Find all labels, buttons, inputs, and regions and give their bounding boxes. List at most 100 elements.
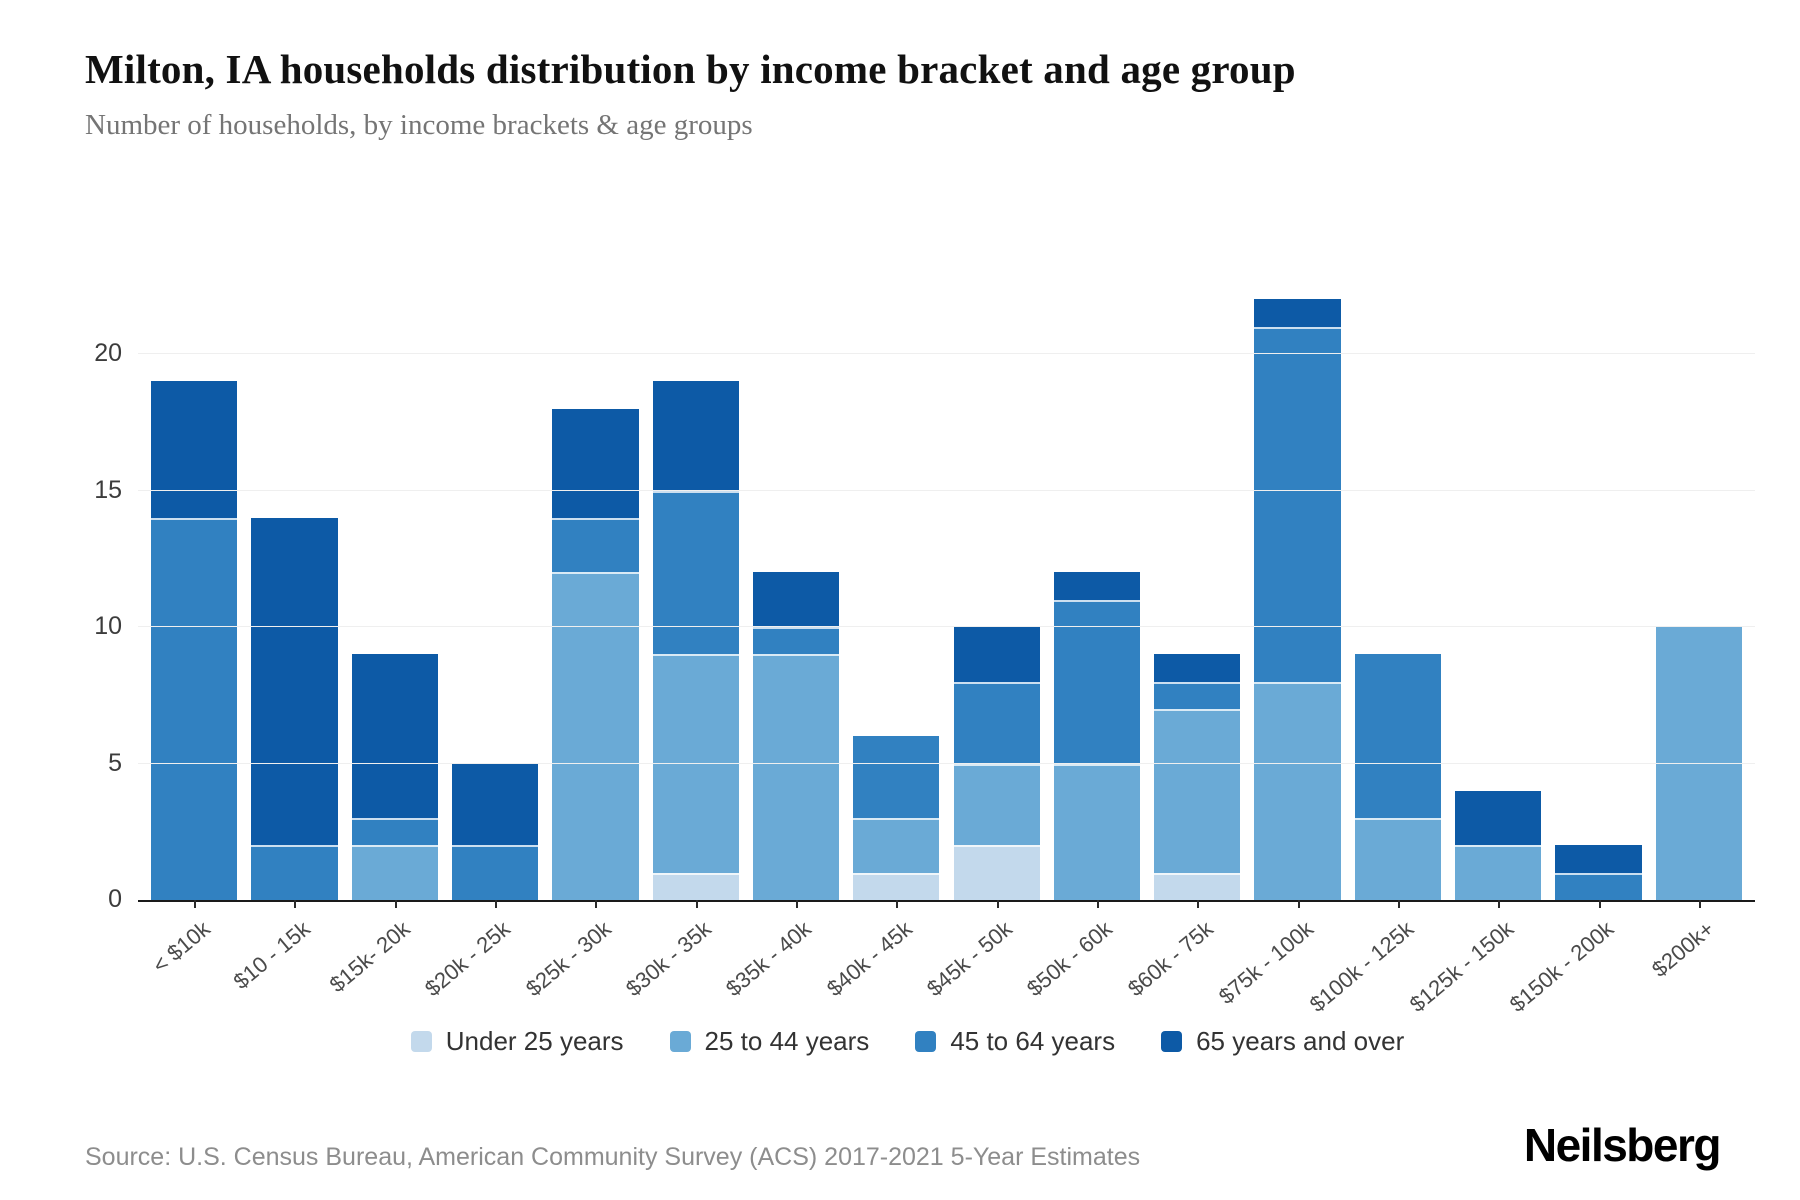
bar-stack [1455,790,1542,900]
x-tick-mark [796,900,799,908]
y-tick-label-15: 15 [94,475,122,504]
bar-segment[interactable] [1154,872,1241,900]
bar-segment[interactable] [251,517,338,846]
legend-item-2[interactable]: 45 to 64 years [915,1026,1115,1057]
bar-stack [752,572,840,900]
bar-segment[interactable] [1555,872,1642,900]
gridline-15 [138,489,1755,491]
bars-container: < $10k $10 - 15k $15k- 20k $20k - 25k $25k -… [144,299,1749,1017]
x-tick-mark [1297,900,1300,908]
bar-segment[interactable] [1455,790,1542,846]
legend-label: 65 years and over [1196,1026,1405,1056]
bar-group-9: $50k - 60k [1022,299,1147,1001]
bar-segment[interactable] [451,763,539,846]
legend-item-3[interactable]: 65 years and over [1161,1026,1404,1057]
bar-stack [1154,654,1241,900]
bar-stack [1655,627,1742,900]
bar-segment[interactable] [151,381,238,518]
bar-group-7: $40k - 45k [822,299,946,1001]
x-tick-mark [1498,900,1501,908]
bar-segment[interactable] [853,818,940,873]
bar-group-3: $20k - 25k [420,299,545,1001]
bar-stack [853,736,940,900]
bar-group-6: $35k - 40k [721,299,846,1001]
bar-stack [953,627,1040,900]
page-subtitle: Number of households, by income brackets… [85,109,753,142]
bar-stack [1555,845,1642,900]
bar-segment[interactable] [652,381,739,491]
bar-segment[interactable] [1655,627,1742,900]
y-tick-label-0: 0 [108,885,122,913]
y-tick-label-5: 5 [108,748,122,777]
gridline-5 [138,762,1755,764]
bar-segment[interactable] [1254,299,1341,327]
x-tick-mark [1197,900,1200,908]
legend-item-1[interactable]: 25 to 44 years [669,1026,869,1057]
bar-stack [552,408,639,900]
bar-segment[interactable] [351,818,438,846]
x-tick-mark [1096,900,1099,908]
bar-segment[interactable] [1254,681,1341,900]
bar-segment[interactable] [652,872,739,900]
bar-segment[interactable] [351,845,438,900]
bar-group-5: $30k - 35k [621,299,746,1001]
bar-segment[interactable] [552,572,639,900]
bar-stack [1354,654,1442,900]
bar-segment[interactable] [251,845,338,900]
bar-stack [251,517,338,900]
bar-segment[interactable] [953,681,1040,764]
bar-segment[interactable] [1154,681,1241,709]
x-tick-mark [996,900,999,908]
bar-segment[interactable] [451,845,539,900]
chart-footer: Source: U.S. Census Bureau, American Com… [85,1118,1722,1172]
chart: 0 5 10 15 20 < $10k $10 - 15k $15k- 20k $20k - … [60,299,1755,1057]
legend-swatch-icon [410,1031,432,1052]
bar-stack [151,381,238,900]
bar-segment[interactable] [853,872,940,900]
legend-item-0[interactable]: Under 25 years [410,1026,624,1057]
source-attribution: Source: U.S. Census Bureau, American Com… [85,1143,1141,1171]
bar-segment[interactable] [652,654,739,873]
bar-segment[interactable] [1154,654,1241,682]
bar-segment[interactable] [552,408,639,518]
bar-group-4: $25k - 30k [521,299,645,1001]
bar-segment[interactable] [953,627,1040,682]
bar-segment[interactable] [1154,708,1241,873]
bar-segment[interactable] [752,572,840,628]
bar-group-2: $15k- 20k [325,299,445,997]
bar-stack [1053,572,1141,900]
legend-label: Under 25 years [445,1026,624,1056]
bar-segment[interactable] [151,517,238,900]
bar-segment[interactable] [1254,326,1341,682]
bar-segment[interactable] [1555,845,1642,873]
plot-area: < $10k $10 - 15k $15k- 20k $20k - 25k $25k -… [138,299,1755,1017]
bar-segment[interactable] [1053,572,1141,600]
bar-segment[interactable] [1053,599,1141,764]
bar-segment[interactable] [1354,818,1442,900]
neilsberg-logo: Neilsberg [1523,1119,1722,1171]
bar-stack [351,654,438,900]
bar-segment[interactable] [1053,763,1141,900]
bar-segment[interactable] [752,654,840,900]
bar-segment[interactable] [953,763,1040,846]
bar-segment[interactable] [351,654,438,819]
legend-swatch-icon [1161,1031,1183,1052]
bar-group-8: $45k - 50k [922,299,1047,1001]
bar-segment[interactable] [1354,654,1442,819]
chart-header: Milton, IA households distribution by in… [0,0,1800,142]
x-tick-mark [394,900,397,908]
x-tick-mark [1698,900,1701,908]
x-tick-mark [695,900,698,908]
bar-segment[interactable] [652,490,739,655]
bar-segment[interactable] [752,627,840,655]
bar-group-15: $200k+ [1647,299,1749,982]
x-tick-mark [294,900,297,908]
bar-segment[interactable] [552,517,639,573]
legend-swatch-icon [915,1031,937,1052]
bar-segment[interactable] [953,845,1040,900]
bar-segment[interactable] [1455,845,1542,900]
bar-segment[interactable] [853,736,940,819]
x-tick-mark [194,900,197,908]
bar-group-11: $75k - 100k [1214,299,1347,1009]
